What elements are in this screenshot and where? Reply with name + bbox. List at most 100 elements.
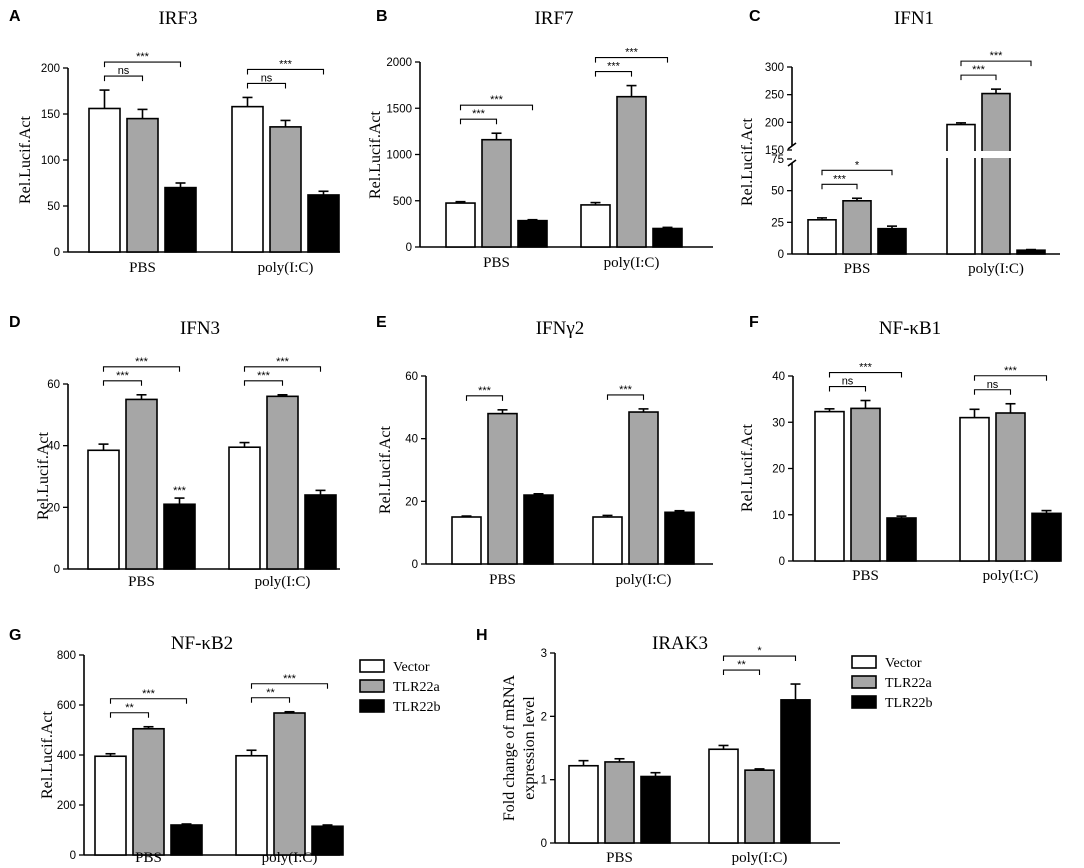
y-tick-label: 250 [765,90,784,102]
bar-vector [94,755,127,856]
chart-title: IFN3 [180,318,220,339]
panel-letter: E [376,314,387,331]
y-tick-label: 60 [47,379,60,391]
significance-label: *** [990,50,1004,62]
bar-tlr22a [628,411,659,565]
category-label: PBS [129,260,156,276]
significance-label: *** [257,370,271,382]
significance-label: *** [859,362,873,374]
y-tick-label: 1 [541,775,547,787]
bar-tlr22a [487,412,518,565]
significance-bracket [459,104,534,111]
category-label: PBS [606,850,633,866]
significance-label: *** [972,64,986,76]
category-label: poly(I:C) [262,850,318,866]
significance-bracket [594,57,669,63]
bar-vector [87,449,120,570]
category-label: poly(I:C) [968,261,1024,277]
panel-letter: B [376,8,388,25]
bar-tlr22b [307,194,340,253]
significance-label: *** [619,384,633,396]
significance-label: *** [1004,365,1018,377]
legend-label: Vector [393,660,430,675]
y-axis-label: Rel.Lucif.Act [367,110,384,199]
chart-title: IRF7 [534,8,573,29]
significance-label: *** [472,108,486,120]
y-tick-label: 30 [772,417,785,429]
bar-tlr22b [311,825,344,856]
y-tick-label: 20 [772,464,785,476]
y-tick-label: 600 [57,700,76,712]
significance-bracket [722,669,761,676]
significance-label: *** [135,356,149,368]
y-tick-label: 0 [54,564,60,576]
significance-bracket [103,61,182,68]
legend-g: Vector TLR22a TLR22b [359,659,440,715]
bar-vector [814,410,845,562]
significance-label: ns [261,72,273,84]
bar-tlr22a [266,395,299,570]
y-tick-label: 150 [765,145,784,157]
category-label: poly(I:C) [732,850,788,866]
axis-break-mark [787,159,797,167]
y-tick-label: 0 [778,249,784,261]
legend-swatch-vector [851,655,877,669]
panel-h: H IRAK3 Fold change of mRNA expression leve… [476,627,840,866]
y-axis-label: Rel.Lucif.Act [739,117,756,206]
bar-tlr22b [664,511,695,565]
significance-label: * [855,159,860,171]
significance-bracket [960,74,997,81]
significance-bracket [722,655,797,662]
bar-tlr22a [604,761,635,844]
y-axis-label: Rel.Lucif.Act [377,425,394,514]
significance-bracket [243,380,284,386]
legend-label: Vector [885,656,922,671]
legend-swatch-vector [359,659,385,673]
bar-tlr22b [304,494,337,570]
bar-vector [235,754,268,856]
category-label: poly(I:C) [604,255,660,271]
y-tick-label: 200 [57,800,76,812]
panel-f: F NF-κB1 Rel.Lucif.Act 0 10 20 30 40 PBS poly(I:C… [739,314,1062,584]
legend-swatch-tlr22b [851,695,877,709]
y-tick-label: 60 [405,371,418,383]
significance-label: *** [833,173,847,185]
significance-bracket [606,394,645,400]
y-tick-label: 40 [405,434,418,446]
y-tick-label: 20 [405,496,418,508]
y-tick-label: 2 [541,711,547,723]
legend-swatch-tlr22a [851,675,877,689]
category-label: PBS [489,572,516,588]
y-axis-label: Fold change of mRNA expression level [501,674,538,821]
y-tick-label: 2000 [386,57,412,69]
significance-label: *** [116,370,130,382]
significance-bracket [960,60,1032,67]
y-axis-label: Rel.Lucif.Act [39,710,56,799]
significance-bracket [821,169,893,176]
bar-vector [592,516,623,565]
y-axis-label-line: expression level [521,696,538,800]
y-tick-label: 300 [765,62,784,74]
significance-bracket [973,375,1048,381]
panel-letter: G [9,627,21,644]
significance-label: *** [142,688,156,700]
bar-tlr22b [164,186,197,253]
significance-label: *** [478,385,492,397]
bar-vector [708,748,739,844]
y-tick-label: 0 [54,247,60,259]
bar-vector [451,516,482,565]
significance-label: *** [276,356,290,368]
y-tick-label: 10 [772,510,785,522]
category-label: PBS [483,255,510,271]
significance-label: *** [283,673,297,685]
bar-tlr22b [780,699,811,844]
y-tick-label: 100 [41,155,60,167]
significance-bracket [109,698,188,704]
chart-title: IRAK3 [652,633,708,654]
bar-tlr22b [170,824,203,856]
significance-label: *** [136,51,150,63]
y-axis-label: Rel.Lucif.Act [739,423,756,512]
y-tick-label: 0 [406,242,412,254]
significance-bracket [102,380,143,386]
